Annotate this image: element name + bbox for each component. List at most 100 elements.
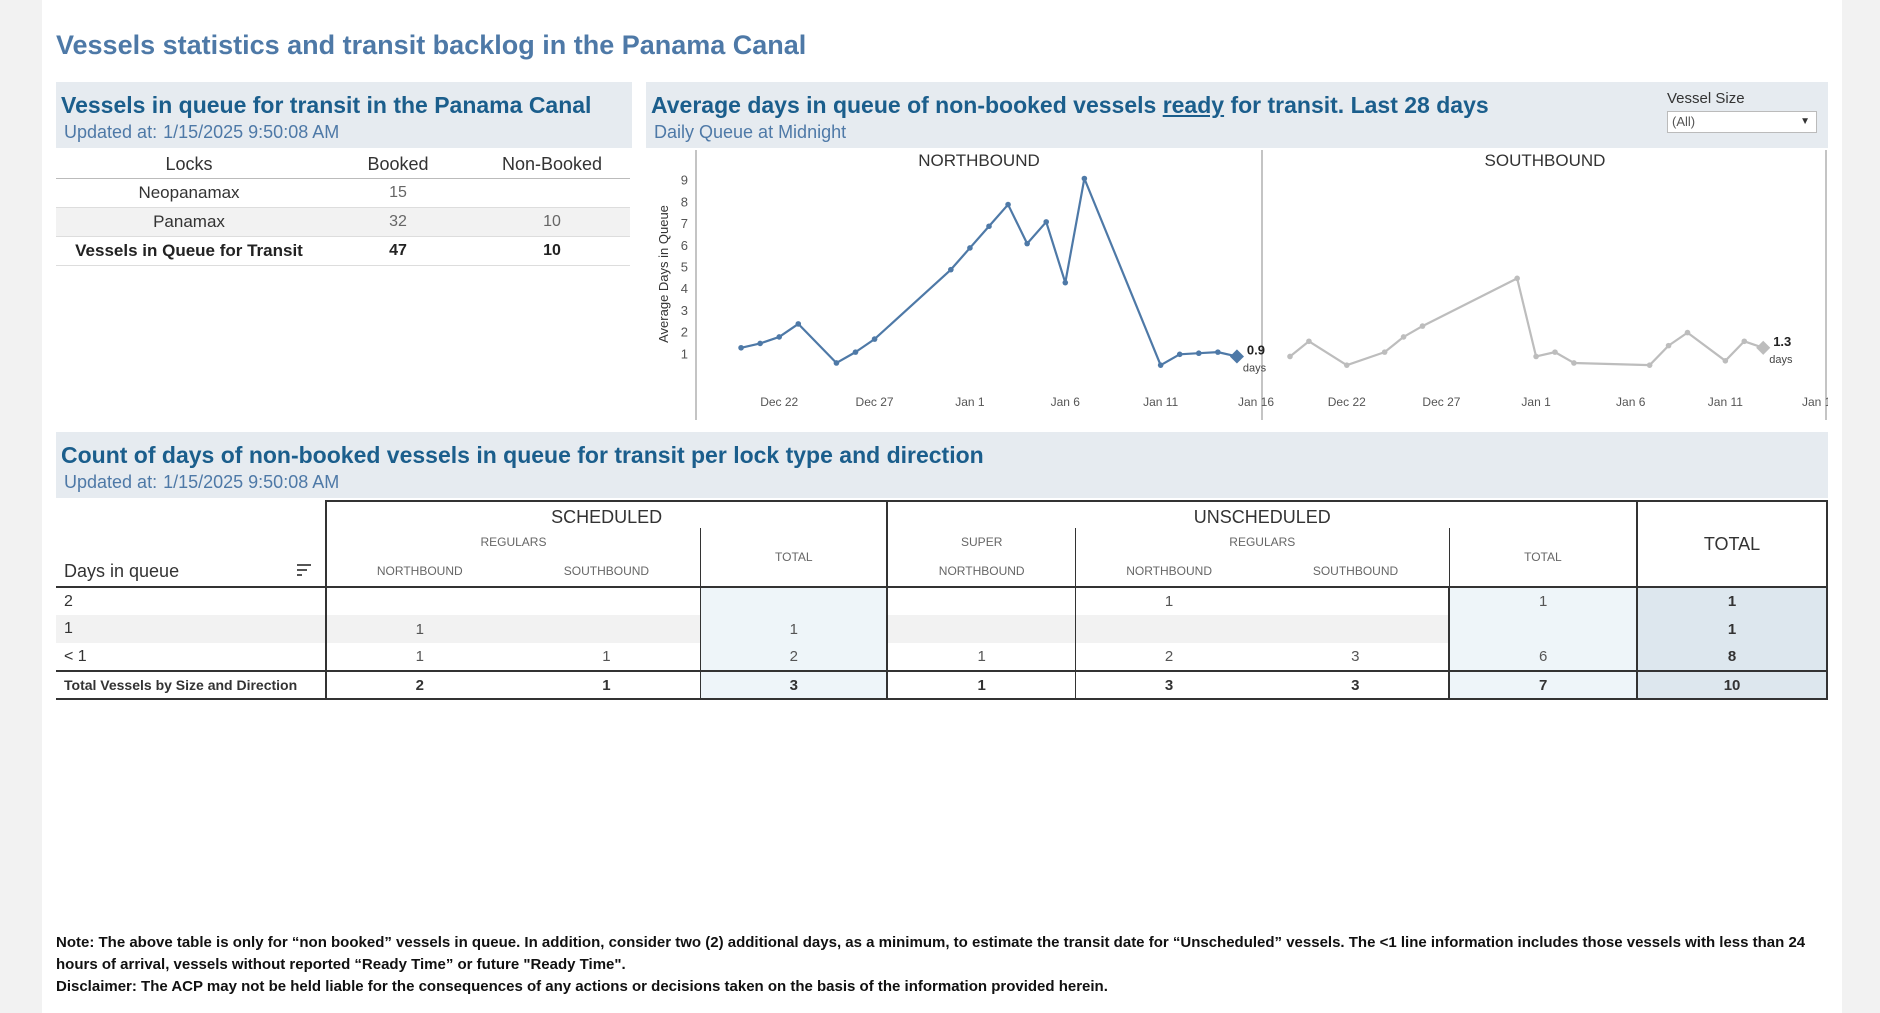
updated-value: 1/15/2025 9:50:08 AM <box>163 122 340 142</box>
x-tick-label: Jan 1 <box>955 395 985 409</box>
data-point <box>1533 353 1539 360</box>
unit-label: days <box>1769 354 1793 366</box>
data-point <box>1684 329 1691 336</box>
southbound-header: SOUTHBOUND <box>1485 151 1606 170</box>
table-cell: 7 <box>1448 670 1638 700</box>
booked-value: 15 <box>322 178 474 208</box>
data-point <box>1343 362 1350 368</box>
days-label: 1 <box>56 615 327 643</box>
chevron-down-icon: ▼ <box>1800 116 1810 127</box>
data-point <box>1419 323 1426 329</box>
x-tick-label: Jan 6 <box>1051 395 1081 409</box>
sched-total-header: TOTAL <box>700 528 889 587</box>
disclaimer-line: Disclaimer: The ACP may not be held liab… <box>56 978 1108 995</box>
table-cell: 1 <box>1636 586 1828 615</box>
data-point <box>1741 338 1748 345</box>
table-cell: 1 <box>1448 586 1638 615</box>
y-tick-label: 6 <box>681 238 688 253</box>
regulars-header: REGULARS <box>1074 528 1450 556</box>
queue-panel-updated: Updated at: 1/15/2025 9:50:08 AM <box>64 122 339 143</box>
col-non-booked: Non-Booked <box>474 152 630 179</box>
table-cell: 2 <box>325 670 513 700</box>
data-point <box>1552 349 1558 355</box>
data-point <box>1062 279 1069 286</box>
data-point <box>1157 362 1164 368</box>
ready-link[interactable]: ready <box>1162 92 1225 118</box>
data-point <box>871 336 878 342</box>
direction-header: SOUTHBOUND <box>1312 564 1399 578</box>
last-point-marker <box>1756 340 1771 355</box>
queue-panel-title: Vessels in queue for transit in the Pana… <box>61 92 592 118</box>
row-header-cell: Days in queue <box>56 501 327 587</box>
y-tick-label: 9 <box>681 173 688 188</box>
northbound-line <box>740 177 1238 367</box>
data-point <box>1665 342 1672 349</box>
unit-label: days <box>1243 362 1267 374</box>
sort-icon[interactable] <box>296 564 311 576</box>
direction-header: NORTHBOUND <box>1074 556 1263 587</box>
data-point <box>776 334 783 340</box>
data-point <box>1024 240 1030 247</box>
x-tick-label: Dec 22 <box>1328 395 1366 409</box>
table-cell: 1 <box>886 643 1076 671</box>
table-cell: 1 <box>325 643 513 671</box>
super-header: SUPER <box>961 535 1003 549</box>
table-cell <box>1262 615 1450 643</box>
last-point-marker <box>1229 349 1244 364</box>
vessel-size-value: (All) <box>1672 114 1696 129</box>
vessel-size-label: Vessel Size <box>1667 90 1745 107</box>
count-panel-updated: Updated at: 1/15/2025 9:50:08 AM <box>64 472 339 493</box>
table-cell <box>512 615 701 643</box>
unscheduled-header: UNSCHEDULED <box>887 500 1639 528</box>
last-value-label: 0.9 <box>1247 342 1265 357</box>
table-cell: 1 <box>325 615 513 643</box>
non-booked-value <box>474 178 630 208</box>
avg-days-chart: Average Days in Queue 1 2 3 4 5 6 7 8 9 NORTHBOUND… <box>656 150 1828 420</box>
data-point <box>852 349 859 355</box>
count-panel-header: Count of days of non-booked vessels in q… <box>56 432 1828 498</box>
table-cell: 10 <box>1636 670 1828 700</box>
days-label: 2 <box>56 586 327 615</box>
last-value-label: 1.3 <box>1773 334 1791 349</box>
queue-panel-header: Vessels in queue for transit in the Pana… <box>56 82 632 148</box>
data-point <box>757 340 763 347</box>
y-tick-label: 5 <box>681 259 688 274</box>
x-tick-label: Jan 16 <box>1238 395 1274 409</box>
table-cell: 3 <box>1262 670 1450 700</box>
x-tick-label: Jan 16 <box>1802 395 1828 409</box>
data-point <box>1287 353 1293 360</box>
booked-value: 32 <box>322 207 474 237</box>
locks-table: Locks Booked Non-Booked Neopanamax 15 Pa… <box>56 152 630 266</box>
table-cell <box>325 586 513 615</box>
table-cell: 2 <box>700 643 888 671</box>
y-tick-label: 1 <box>681 346 688 361</box>
northbound-header: NORTHBOUND <box>918 151 1040 170</box>
table-cell <box>1074 615 1263 643</box>
table-cell <box>886 615 1076 643</box>
table-cell: 1 <box>700 615 888 643</box>
days-label: < 1 <box>56 643 327 671</box>
data-point <box>1722 358 1729 364</box>
table-cell <box>1262 586 1450 615</box>
scheduled-header: SCHEDULED <box>325 500 889 528</box>
data-point <box>967 245 973 251</box>
y-tick-label: 2 <box>681 325 688 340</box>
vessel-size-dropdown[interactable]: (All) ▼ <box>1667 111 1817 133</box>
table-cell <box>886 586 1076 615</box>
page-title: Vessels statistics and transit backlog i… <box>56 30 807 60</box>
data-point <box>833 360 840 366</box>
data-point <box>1381 349 1388 355</box>
table-cell: 3 <box>1074 670 1263 700</box>
title-part: Average days in queue of non-booked vess… <box>651 92 1163 118</box>
x-tick-label: Jan 11 <box>1143 395 1178 409</box>
updated-label: Updated at: <box>64 122 158 142</box>
x-tick-label: Dec 27 <box>856 395 894 409</box>
table-cell: 1 <box>1074 586 1263 615</box>
x-tick-label: Jan 1 <box>1521 395 1551 409</box>
table-cell: 8 <box>1636 643 1828 671</box>
col-locks: Locks <box>56 152 322 179</box>
direction-header: NORTHBOUND <box>376 564 463 578</box>
avg-panel-title: Average days in queue of non-booked vess… <box>651 92 1489 119</box>
